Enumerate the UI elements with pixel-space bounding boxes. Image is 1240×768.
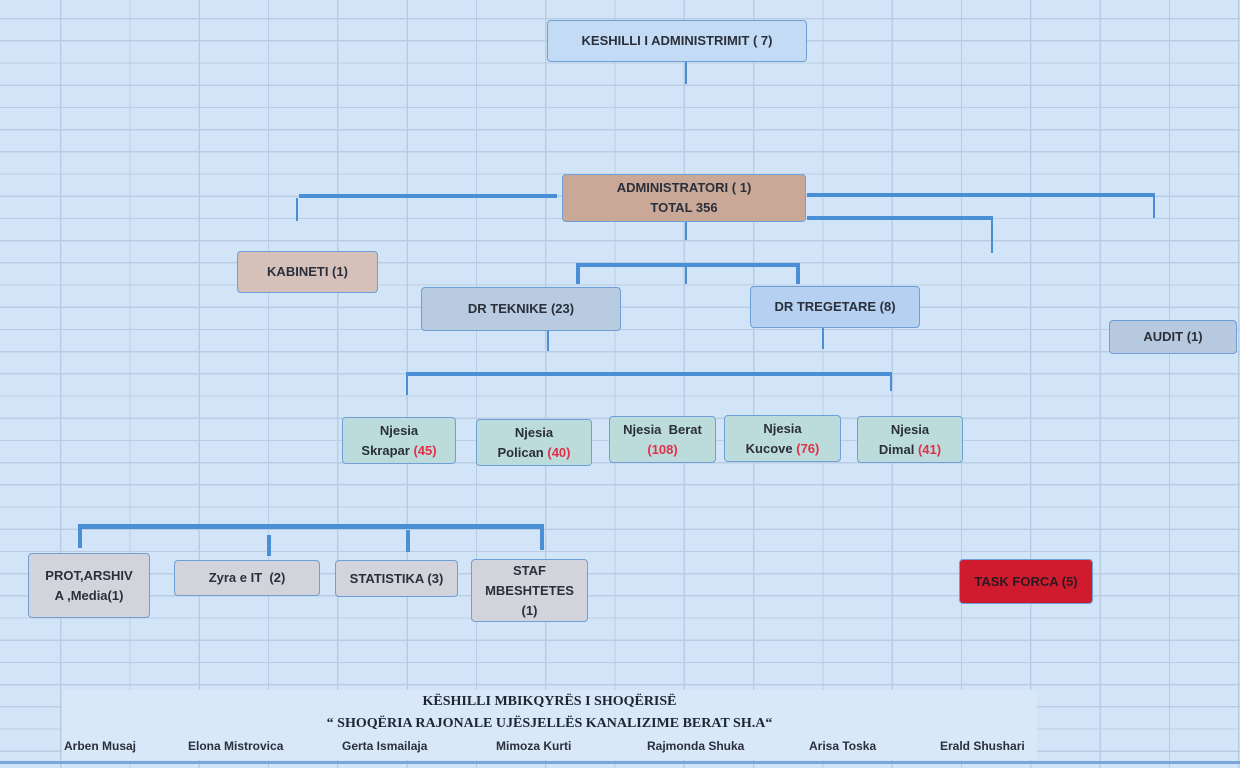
member-name: Elona Mistrovica <box>188 739 284 753</box>
total-label: TOTAL 356 <box>650 200 718 215</box>
unit-place: Dimal <box>878 441 915 457</box>
connector <box>78 524 544 529</box>
audit-box: AUDIT (1) <box>1109 320 1237 354</box>
unit-place: Kucove <box>745 440 793 456</box>
support-label: A ,Media(1) <box>54 587 124 603</box>
unit-count: (108) <box>647 441 678 457</box>
connector <box>685 221 687 240</box>
audit-label: AUDIT (1) <box>1143 329 1203 344</box>
connector <box>540 526 544 550</box>
statistika-box: STATISTIKA (3) <box>335 560 458 597</box>
unit-polican: Njesia Polican (40) <box>476 419 592 466</box>
footer-subtitle: “ SHOQËRIA RAJONALE UJËSJELLËS KANALIZIM… <box>326 716 773 731</box>
connector <box>547 330 549 351</box>
dr-tregetare-box: DR TREGETARE (8) <box>750 286 920 328</box>
support-label: PROT,ARSHIV <box>45 567 133 583</box>
connector <box>406 374 408 395</box>
unit-line: Polican (40) <box>498 443 571 463</box>
support-label: MBESHTETES <box>485 582 574 598</box>
connector <box>991 218 993 253</box>
unit-line: Kucove (76) <box>746 439 820 459</box>
connector <box>685 265 687 284</box>
connector <box>576 263 580 284</box>
unit-count: (41) <box>917 441 942 457</box>
task-force-label: TASK FORCA (5) <box>974 573 1078 589</box>
connector <box>406 372 892 376</box>
connector <box>890 374 892 391</box>
member-name: Mimoza Kurti <box>496 739 572 753</box>
connector <box>807 193 1155 197</box>
administrator-label: ADMINISTRATORI ( 1) <box>616 180 752 195</box>
staf-mbeshtetes-box: STAF MBESHTETES (1) <box>471 559 588 622</box>
administrator-box: ADMINISTRATORI ( 1) TOTAL 356 <box>562 174 806 222</box>
member-name: Erald Shushari <box>940 739 1025 753</box>
connector <box>267 535 271 556</box>
unit-kucove: Njesia Kucove (76) <box>724 415 841 462</box>
support-label: STATISTIKA (3) <box>349 570 444 586</box>
divider <box>0 761 1240 764</box>
unit-berat: Njesia Berat (108) <box>609 416 716 463</box>
unit-place: Polican <box>497 444 544 460</box>
unit-name: Njesia Berat <box>623 421 702 437</box>
board-box: KESHILLI I ADMINISTRIMIT ( 7) <box>547 20 807 62</box>
unit-name: Njesia <box>763 420 802 436</box>
unit-name: Njesia <box>379 422 419 438</box>
unit-dimal: Njesia Dimal (41) <box>857 416 963 463</box>
member-name: Rajmonda Shuka <box>647 739 745 753</box>
support-label: (1) <box>521 602 538 618</box>
member-name: Gerta Ismailaja <box>342 739 428 753</box>
prot-arshiva-box: PROT,ARSHIV A ,Media(1) <box>28 553 150 618</box>
connector <box>1153 195 1155 218</box>
unit-count: (76) <box>796 440 820 456</box>
cabinet-label: KABINETI (1) <box>267 264 348 279</box>
dr-teknike-box: DR TEKNIKE (23) <box>421 287 621 331</box>
dr-tregetare-label: DR TREGETARE (8) <box>774 299 896 314</box>
unit-line: Dimal (41) <box>879 440 941 460</box>
member-name: Arben Musaj <box>64 739 137 753</box>
it-office-box: Zyra e IT (2) <box>174 560 320 596</box>
unit-line: Skrapar (45) <box>361 441 436 461</box>
unit-name: Njesia <box>514 424 554 440</box>
connector <box>807 216 993 220</box>
connector <box>78 524 82 548</box>
unit-count: (40) <box>547 444 571 460</box>
connector <box>296 198 298 221</box>
connector <box>299 194 557 198</box>
dr-teknike-label: DR TEKNIKE (23) <box>467 301 575 316</box>
unit-skrapar: Njesia Skrapar (45) <box>342 417 456 464</box>
connector <box>406 530 410 552</box>
member-name: Arisa Toska <box>809 739 877 753</box>
footer-title: KËSHILLI MBIKQYRËS I SHOQËRISË <box>422 694 677 709</box>
connector <box>685 62 687 84</box>
connector <box>796 263 800 284</box>
connector <box>576 263 800 267</box>
connector <box>822 327 824 349</box>
support-label: STAF <box>513 562 546 578</box>
task-force-box: TASK FORCA (5) <box>959 559 1093 604</box>
supervisory-board-footer: KËSHILLI MBIKQYRËS I SHOQËRISË “ SHOQËRI… <box>62 690 1037 760</box>
unit-place: Skrapar <box>361 442 410 458</box>
unit-name: Njesia <box>890 421 930 437</box>
board-label: KESHILLI I ADMINISTRIMIT ( 7) <box>581 33 773 48</box>
unit-count: (45) <box>413 442 437 458</box>
cabinet-box: KABINETI (1) <box>237 251 378 293</box>
support-label: Zyra e IT (2) <box>208 570 286 585</box>
